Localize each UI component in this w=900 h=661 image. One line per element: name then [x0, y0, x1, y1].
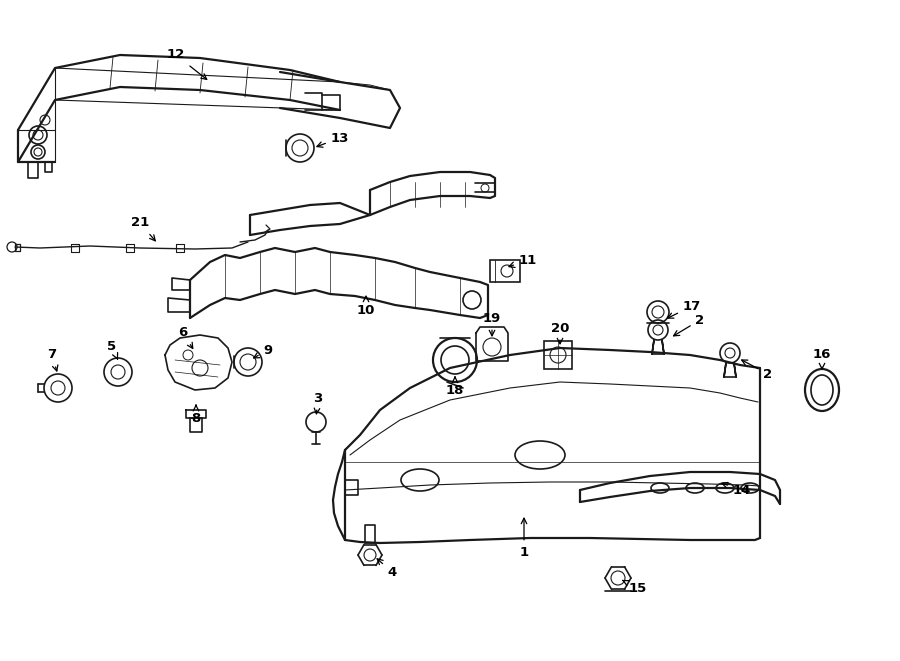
Text: 21: 21	[130, 217, 156, 241]
Text: 3: 3	[313, 391, 322, 414]
Bar	[490, 260, 520, 282]
Text: 18: 18	[446, 377, 464, 397]
Text: 14: 14	[722, 483, 752, 496]
Text: 19: 19	[483, 311, 501, 336]
Text: 4: 4	[377, 559, 397, 578]
Text: 13: 13	[317, 132, 349, 147]
Text: 2: 2	[673, 313, 705, 336]
Text: 12: 12	[166, 48, 207, 79]
Text: 9: 9	[254, 344, 273, 358]
Text: 5: 5	[107, 340, 118, 359]
Text: 6: 6	[178, 327, 193, 348]
Bar	[544, 341, 572, 369]
Text: 10: 10	[356, 296, 375, 317]
Text: 15: 15	[623, 580, 647, 594]
Text: 1: 1	[519, 518, 528, 559]
Text: 20: 20	[551, 321, 569, 344]
Text: 11: 11	[508, 254, 537, 268]
Text: 16: 16	[813, 348, 832, 369]
Text: 2: 2	[742, 360, 772, 381]
Text: 17: 17	[668, 299, 701, 318]
Text: 8: 8	[192, 405, 201, 424]
Text: 7: 7	[48, 348, 58, 371]
